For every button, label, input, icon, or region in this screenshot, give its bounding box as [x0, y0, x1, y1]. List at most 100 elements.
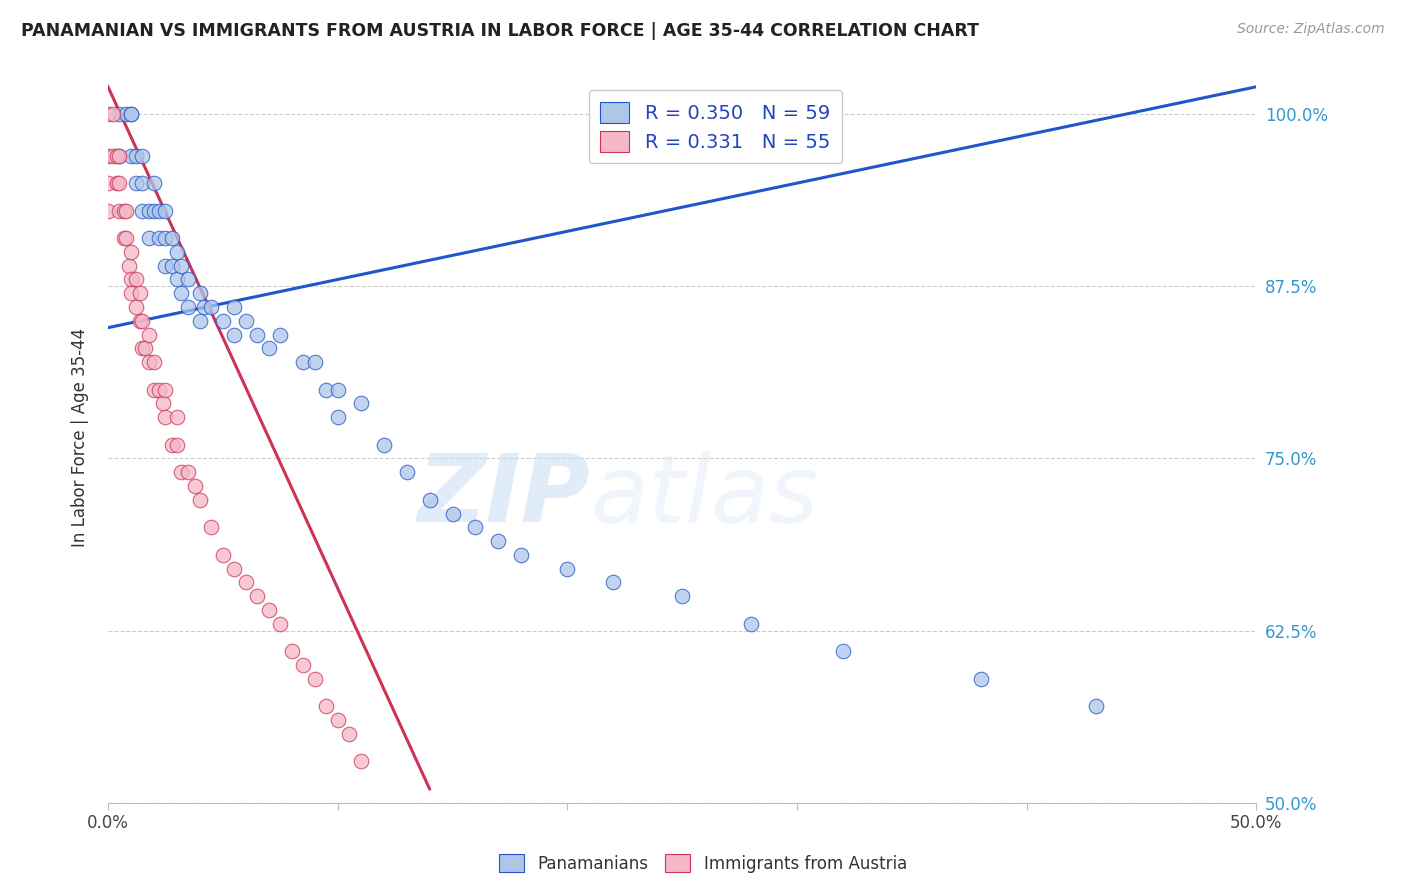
- Point: [373, 438, 395, 452]
- Point: [131, 314, 153, 328]
- Point: [170, 259, 193, 273]
- Point: [120, 272, 142, 286]
- Point: [193, 300, 215, 314]
- Point: [112, 231, 135, 245]
- Point: [257, 603, 280, 617]
- Point: [602, 575, 624, 590]
- Point: [166, 438, 188, 452]
- Point: [510, 548, 533, 562]
- Point: [1084, 699, 1107, 714]
- Point: [155, 231, 177, 245]
- Point: [970, 672, 993, 686]
- Point: [177, 300, 200, 314]
- Point: [148, 383, 170, 397]
- Point: [832, 644, 855, 658]
- Y-axis label: In Labor Force | Age 35-44: In Labor Force | Age 35-44: [72, 328, 89, 548]
- Point: [280, 644, 302, 658]
- Point: [315, 699, 337, 714]
- Legend: R = 0.350   N = 59, R = 0.331   N = 55: R = 0.350 N = 59, R = 0.331 N = 55: [589, 90, 842, 163]
- Point: [337, 727, 360, 741]
- Point: [124, 176, 146, 190]
- Point: [142, 203, 165, 218]
- Point: [131, 341, 153, 355]
- Point: [148, 231, 170, 245]
- Point: [166, 410, 188, 425]
- Point: [129, 286, 152, 301]
- Point: [170, 465, 193, 479]
- Point: [184, 479, 207, 493]
- Point: [101, 148, 124, 162]
- Point: [177, 272, 200, 286]
- Point: [441, 507, 464, 521]
- Point: [131, 148, 153, 162]
- Point: [326, 383, 349, 397]
- Point: [235, 575, 257, 590]
- Point: [211, 314, 233, 328]
- Point: [269, 327, 291, 342]
- Point: [108, 107, 131, 121]
- Point: [142, 176, 165, 190]
- Point: [120, 107, 142, 121]
- Point: [200, 520, 222, 534]
- Point: [488, 534, 510, 549]
- Point: [131, 176, 153, 190]
- Point: [97, 176, 120, 190]
- Point: [740, 616, 762, 631]
- Point: [115, 231, 138, 245]
- Point: [246, 589, 269, 603]
- Point: [188, 314, 211, 328]
- Point: [138, 355, 160, 369]
- Point: [292, 657, 315, 672]
- Text: PANAMANIAN VS IMMIGRANTS FROM AUSTRIA IN LABOR FORCE | AGE 35-44 CORRELATION CHA: PANAMANIAN VS IMMIGRANTS FROM AUSTRIA IN…: [21, 22, 979, 40]
- Point: [671, 589, 693, 603]
- Point: [155, 383, 177, 397]
- Point: [129, 314, 152, 328]
- Point: [155, 259, 177, 273]
- Point: [124, 272, 146, 286]
- Point: [166, 244, 188, 259]
- Point: [224, 300, 246, 314]
- Point: [134, 341, 156, 355]
- Point: [124, 300, 146, 314]
- Point: [112, 203, 135, 218]
- Point: [188, 286, 211, 301]
- Text: Source: ZipAtlas.com: Source: ZipAtlas.com: [1237, 22, 1385, 37]
- Point: [97, 148, 120, 162]
- Point: [120, 244, 142, 259]
- Point: [138, 203, 160, 218]
- Legend: Panamanians, Immigrants from Austria: Panamanians, Immigrants from Austria: [492, 847, 914, 880]
- Point: [155, 410, 177, 425]
- Point: [170, 286, 193, 301]
- Point: [350, 396, 373, 410]
- Point: [395, 465, 418, 479]
- Point: [108, 176, 131, 190]
- Point: [557, 561, 579, 575]
- Point: [152, 396, 174, 410]
- Point: [188, 492, 211, 507]
- Point: [155, 203, 177, 218]
- Point: [224, 561, 246, 575]
- Point: [138, 231, 160, 245]
- Point: [350, 754, 373, 768]
- Point: [142, 383, 165, 397]
- Point: [118, 259, 141, 273]
- Point: [108, 148, 131, 162]
- Point: [115, 107, 138, 121]
- Point: [101, 107, 124, 121]
- Point: [120, 107, 142, 121]
- Point: [97, 203, 120, 218]
- Point: [120, 148, 142, 162]
- Text: ZIP: ZIP: [418, 450, 591, 542]
- Point: [131, 203, 153, 218]
- Point: [326, 410, 349, 425]
- Point: [120, 286, 142, 301]
- Point: [105, 176, 128, 190]
- Point: [177, 465, 200, 479]
- Point: [419, 492, 441, 507]
- Point: [124, 148, 146, 162]
- Point: [97, 107, 120, 121]
- Point: [464, 520, 486, 534]
- Point: [166, 272, 188, 286]
- Point: [304, 672, 326, 686]
- Point: [138, 327, 160, 342]
